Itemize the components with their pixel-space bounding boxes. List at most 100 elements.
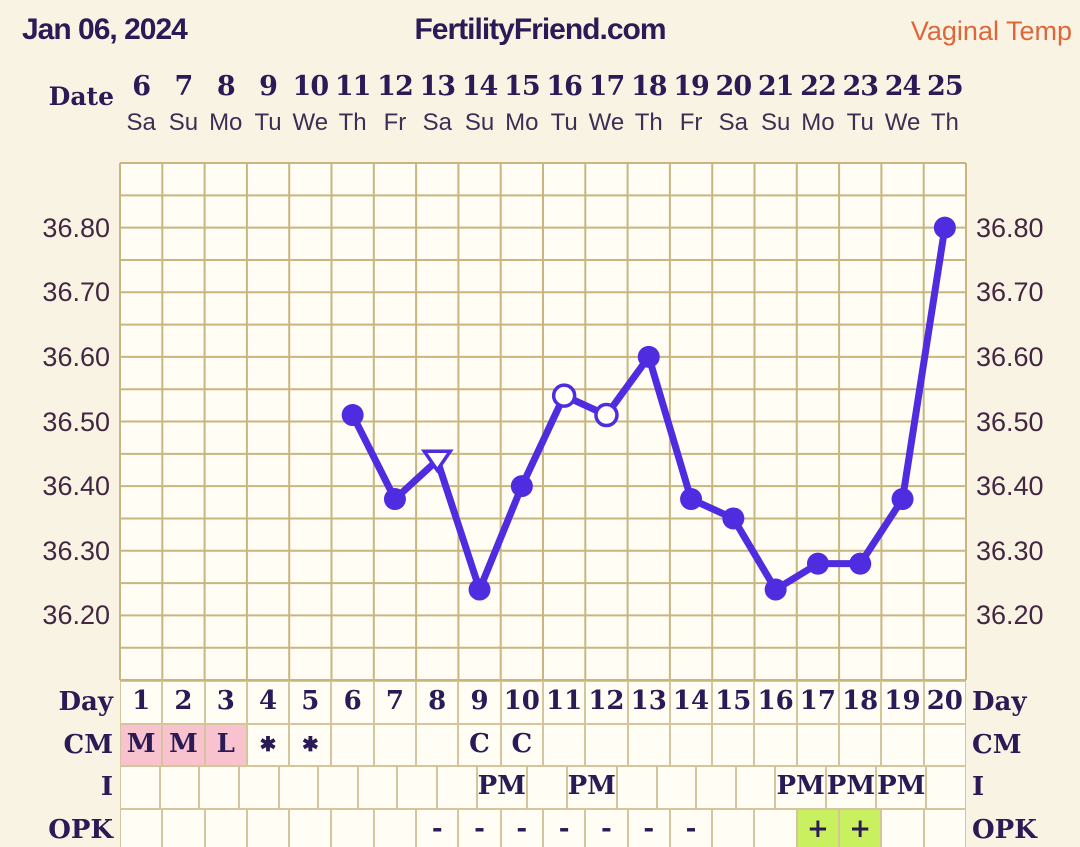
- temp-point-day-6[interactable]: [341, 404, 364, 427]
- temp-point-day-19[interactable]: [891, 488, 914, 511]
- day-cell-6[interactable]: 6: [331, 681, 374, 724]
- opk-cell-9[interactable]: -: [458, 808, 501, 847]
- opk-cell-15[interactable]: [712, 808, 755, 847]
- i-cell-18[interactable]: PM: [825, 766, 877, 809]
- temp-point-open-day-12[interactable]: [594, 402, 619, 428]
- cm-cell-16[interactable]: [754, 723, 797, 766]
- day-cell-14[interactable]: 14: [669, 681, 713, 724]
- cm-cell-18[interactable]: [839, 723, 882, 766]
- date-column-15[interactable]: 15 Mo: [501, 66, 543, 146]
- date-column-8[interactable]: 8 Mo: [205, 66, 247, 146]
- cm-cell-2[interactable]: M: [162, 723, 205, 766]
- date-column-13[interactable]: 13 Sa: [416, 66, 458, 146]
- i-cell-12[interactable]: PM: [566, 766, 617, 809]
- opk-cell-19[interactable]: [881, 808, 924, 847]
- day-cell-7[interactable]: 7: [373, 681, 417, 724]
- i-cell-14[interactable]: [656, 766, 697, 809]
- cm-cell-13[interactable]: [627, 723, 670, 766]
- temp-point-day-15[interactable]: [722, 507, 745, 530]
- cm-cell-5[interactable]: ✱: [289, 723, 332, 766]
- opk-cell-12[interactable]: -: [585, 808, 628, 847]
- cm-cell-8[interactable]: [416, 723, 459, 766]
- day-cell-20[interactable]: 20: [923, 681, 966, 724]
- day-cell-1[interactable]: 1: [120, 681, 163, 724]
- date-column-18[interactable]: 18 Th: [628, 66, 670, 146]
- day-cell-15[interactable]: 15: [712, 681, 755, 724]
- opk-cell-2[interactable]: [162, 808, 205, 847]
- temp-point-day-20[interactable]: [933, 216, 956, 239]
- i-cell-1[interactable]: [120, 766, 160, 809]
- day-cell-4[interactable]: 4: [246, 681, 290, 724]
- date-column-6[interactable]: 6 Sa: [120, 66, 162, 146]
- i-cell-3[interactable]: [199, 766, 239, 809]
- cm-cell-6[interactable]: [331, 723, 374, 766]
- opk-cell-1[interactable]: [120, 808, 163, 847]
- temp-point-adjusted-day-8[interactable]: [420, 449, 454, 474]
- date-column-22[interactable]: 22 Mo: [797, 66, 839, 146]
- i-cell-6[interactable]: [318, 766, 358, 809]
- opk-cell-17[interactable]: +: [796, 808, 840, 847]
- cm-cell-11[interactable]: [542, 723, 586, 766]
- temp-point-day-14[interactable]: [680, 488, 703, 511]
- opk-cell-6[interactable]: [331, 808, 374, 847]
- opk-cell-10[interactable]: -: [500, 808, 543, 847]
- date-column-24[interactable]: 24 We: [881, 66, 923, 146]
- cm-cell-3[interactable]: L: [204, 723, 247, 766]
- date-column-21[interactable]: 21 Su: [755, 66, 797, 146]
- day-cell-13[interactable]: 13: [627, 681, 670, 724]
- day-cell-16[interactable]: 16: [754, 681, 797, 724]
- cm-cell-20[interactable]: [923, 723, 966, 766]
- temp-point-day-9[interactable]: [468, 578, 491, 601]
- opk-cell-7[interactable]: [373, 808, 417, 847]
- temp-point-day-16[interactable]: [764, 578, 787, 601]
- temp-point-day-10[interactable]: [510, 475, 533, 498]
- i-cell-11[interactable]: [526, 766, 567, 809]
- opk-cell-18[interactable]: +: [839, 808, 882, 847]
- date-column-19[interactable]: 19 Fr: [670, 66, 712, 146]
- cm-cell-15[interactable]: [712, 723, 755, 766]
- date-column-11[interactable]: 11 Th: [332, 66, 374, 146]
- cm-cell-10[interactable]: C: [500, 723, 543, 766]
- date-column-17[interactable]: 17 We: [585, 66, 627, 146]
- cm-cell-4[interactable]: ✱: [246, 723, 290, 766]
- day-cell-3[interactable]: 3: [204, 681, 247, 724]
- day-cell-9[interactable]: 9: [458, 681, 501, 724]
- cm-cell-12[interactable]: [585, 723, 628, 766]
- day-cell-8[interactable]: 8: [416, 681, 459, 724]
- temp-mode-label[interactable]: Vaginal Temp: [910, 16, 1072, 46]
- i-cell-5[interactable]: [278, 766, 319, 809]
- day-cell-11[interactable]: 11: [542, 681, 586, 724]
- temp-point-open-day-11[interactable]: [551, 383, 577, 408]
- i-cell-17[interactable]: PM: [775, 766, 826, 809]
- cm-cell-19[interactable]: [881, 723, 924, 766]
- day-cell-12[interactable]: 12: [585, 681, 628, 724]
- opk-cell-13[interactable]: -: [627, 808, 670, 847]
- date-column-7[interactable]: 7 Su: [162, 66, 204, 146]
- cm-cell-1[interactable]: M: [120, 723, 163, 766]
- opk-cell-4[interactable]: [246, 808, 290, 847]
- temp-point-day-17[interactable]: [806, 552, 829, 575]
- day-cell-17[interactable]: 17: [796, 681, 840, 724]
- i-cell-9[interactable]: [437, 766, 477, 809]
- opk-cell-8[interactable]: -: [416, 808, 459, 847]
- i-cell-13[interactable]: [616, 766, 657, 809]
- opk-cell-20[interactable]: [923, 808, 966, 847]
- temp-point-day-7[interactable]: [383, 488, 406, 511]
- opk-cell-11[interactable]: -: [542, 808, 586, 847]
- date-column-23[interactable]: 23 Tu: [839, 66, 881, 146]
- date-column-25[interactable]: 25 Th: [924, 66, 966, 146]
- i-cell-7[interactable]: [357, 766, 398, 809]
- day-cell-19[interactable]: 19: [881, 681, 924, 724]
- date-column-14[interactable]: 14 Su: [458, 66, 500, 146]
- day-cell-5[interactable]: 5: [289, 681, 332, 724]
- i-cell-4[interactable]: [238, 766, 279, 809]
- date-column-9[interactable]: 9 Tu: [247, 66, 289, 146]
- cm-cell-9[interactable]: C: [458, 723, 501, 766]
- opk-cell-16[interactable]: [754, 808, 797, 847]
- cm-cell-17[interactable]: [796, 723, 840, 766]
- opk-cell-14[interactable]: -: [669, 808, 713, 847]
- i-cell-15[interactable]: [696, 766, 736, 809]
- date-column-16[interactable]: 16 Tu: [543, 66, 585, 146]
- date-column-10[interactable]: 10 We: [289, 66, 331, 146]
- date-column-20[interactable]: 20 Sa: [712, 66, 754, 146]
